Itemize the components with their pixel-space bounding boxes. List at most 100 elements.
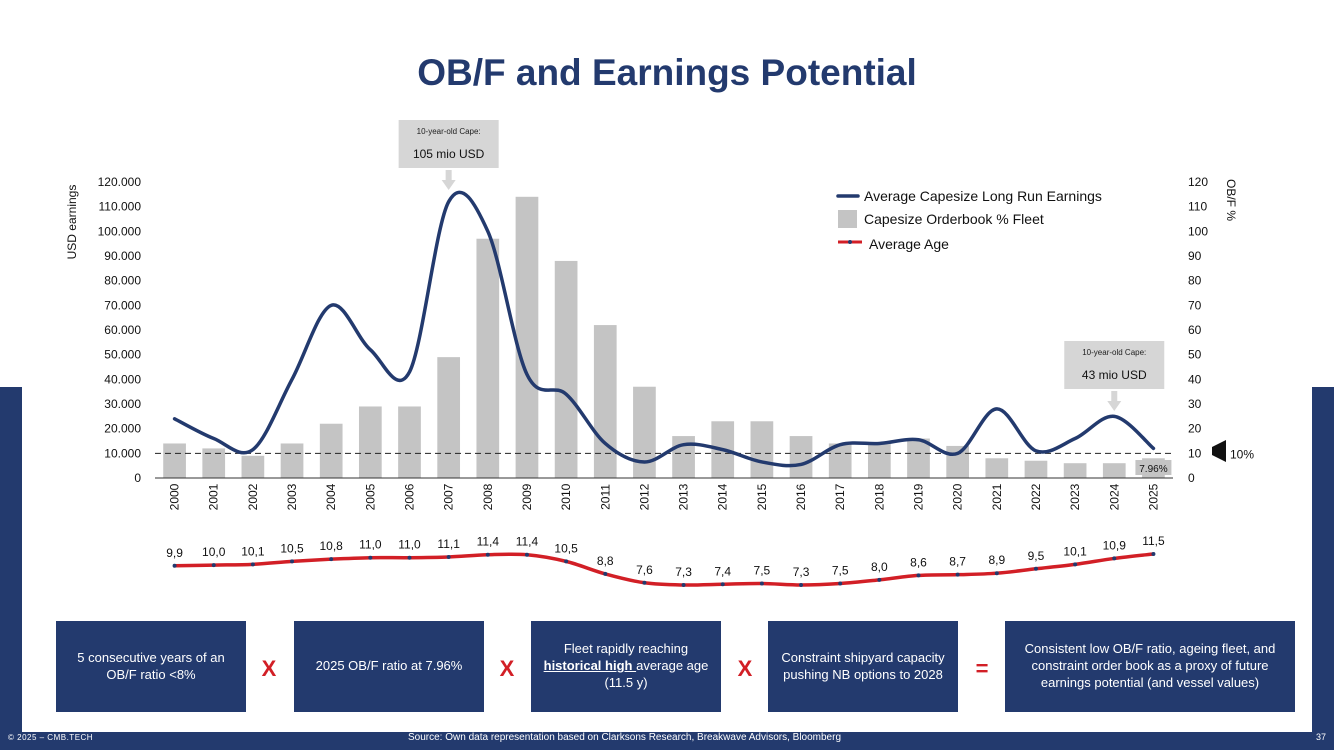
bar (907, 438, 930, 478)
x-tick-label: 2025 (1146, 483, 1160, 510)
y-tick-label: 100.000 (98, 224, 142, 238)
age-point (524, 552, 529, 557)
age-data-label: 10,5 (280, 541, 304, 555)
insight-text: Constraint shipyard capacity pushing NB … (781, 649, 945, 682)
x-tick-label: 2021 (990, 483, 1004, 510)
age-point (642, 580, 647, 585)
bar (985, 458, 1009, 478)
age-data-label: 10,8 (320, 539, 344, 553)
x-tick-label: 2020 (951, 483, 965, 510)
bar (946, 445, 970, 478)
x-tick-label: 2012 (637, 483, 651, 510)
bar (789, 436, 813, 478)
x-tick-label: 2003 (285, 483, 299, 510)
equals-operator: = (975, 656, 989, 681)
age-point (681, 583, 686, 587)
age-point (564, 559, 569, 564)
y-tick-label: 80.000 (104, 274, 141, 288)
age-point (1073, 562, 1078, 567)
age-data-label: 8,6 (910, 555, 927, 569)
x-tick-label: 2007 (442, 483, 456, 510)
x-tick-label: 2024 (1107, 483, 1121, 510)
age-data-label: 7,4 (714, 564, 731, 578)
age-point (446, 554, 451, 559)
age-data-label: 8,8 (597, 554, 614, 568)
x-tick-label: 2008 (481, 483, 495, 510)
x-tick-label: 2004 (324, 483, 338, 510)
earnings-line (172, 190, 1156, 468)
age-point (211, 563, 216, 568)
age-data-label: 9,9 (166, 546, 183, 560)
x-tick-label: 2013 (677, 483, 691, 510)
age-data-label: 7,6 (636, 563, 653, 577)
insight-text: 5 consecutive years of an OB/F ratio <8% (77, 649, 225, 682)
legend-marker-age-dot (848, 240, 852, 244)
age-point (172, 563, 177, 568)
insight-text: 2025 OB/F ratio at 7.96% (315, 658, 463, 674)
age-point (485, 552, 490, 557)
multiply-operator: X (499, 656, 515, 681)
y2-tick-label: 110 (1188, 200, 1207, 214)
age-data-label: 11,0 (398, 538, 421, 552)
bar (593, 325, 617, 478)
age-data-label: 10,5 (554, 541, 578, 555)
y-tick-label: 40.000 (104, 372, 141, 386)
age-point (994, 571, 999, 576)
age-point (1112, 556, 1117, 561)
bar (280, 443, 304, 478)
multiply-operator: X (737, 656, 753, 681)
x-tick-label: 2014 (716, 483, 730, 510)
y2-tick-label: 10 (1188, 446, 1202, 460)
bar (633, 386, 656, 478)
y-tick-label: 120.000 (98, 175, 142, 189)
insight-box-shipyard-capacity: Constraint shipyard capacity pushing NB … (768, 621, 958, 712)
bar (319, 423, 343, 478)
bar-data-label: 7.96% (1139, 464, 1167, 475)
annotation-arrow-icon (441, 170, 456, 190)
bar (437, 357, 461, 478)
bar (750, 421, 774, 478)
y-tick-label: 10.000 (104, 446, 141, 460)
insight-text: Consistent low OB/F ratio, ageing fleet,… (1024, 641, 1276, 690)
bar (828, 443, 852, 478)
y2-tick-label: 100 (1188, 224, 1208, 238)
annotation-line2: 43 mio USD (1082, 368, 1147, 382)
copyright: © 2025 – CMB.TECH (8, 733, 94, 742)
y2-tick-label: 20 (1188, 422, 1202, 436)
insight-text-highlight: historical high (543, 658, 637, 674)
age-line (174, 552, 1154, 587)
x-tick-label: 2017 (833, 483, 847, 510)
page-number: 37 (1315, 732, 1326, 742)
x-tick-label: 2018 (872, 483, 886, 510)
age-point (838, 581, 843, 586)
annotation-box (398, 120, 499, 168)
y2-tick-label: 30 (1188, 397, 1202, 411)
y2-tick-label: 80 (1188, 274, 1202, 288)
age-data-label: 7,5 (754, 564, 771, 578)
legend-marker-orderbook (838, 210, 857, 228)
age-point (290, 559, 295, 564)
multiply-operator: X (261, 656, 277, 681)
bar (163, 443, 186, 478)
y2-tick-label: 90 (1188, 249, 1202, 263)
x-tick-label: 2022 (1029, 483, 1043, 510)
age-point (916, 573, 921, 578)
y-tick-label: 20.000 (104, 422, 141, 436)
age-point (955, 572, 960, 577)
y-tick-label: 50.000 (104, 348, 141, 362)
y2-tick-label: 60 (1188, 323, 1202, 337)
age-data-label: 7,3 (793, 565, 810, 579)
reference-arrow-icon (1212, 440, 1226, 462)
y-tick-label: 70.000 (104, 298, 141, 312)
age-point (329, 557, 334, 562)
age-point (720, 582, 725, 587)
y2-axis-label: OB/F % (1224, 179, 1238, 221)
x-tick-label: 2010 (559, 483, 573, 510)
age-data-label: 8,7 (949, 555, 966, 569)
insight-box-conclusion: Consistent low OB/F ratio, ageing fleet,… (1005, 621, 1295, 712)
x-tick-label: 2006 (403, 483, 417, 510)
y2-tick-label: 50 (1188, 348, 1202, 362)
chart: 0 10.000 20.000 30.000 40.000 50.000 60.000 70.… (65, 120, 1254, 587)
x-tick-label: 2001 (207, 483, 221, 510)
y-tick-label: 30.000 (104, 397, 141, 411)
